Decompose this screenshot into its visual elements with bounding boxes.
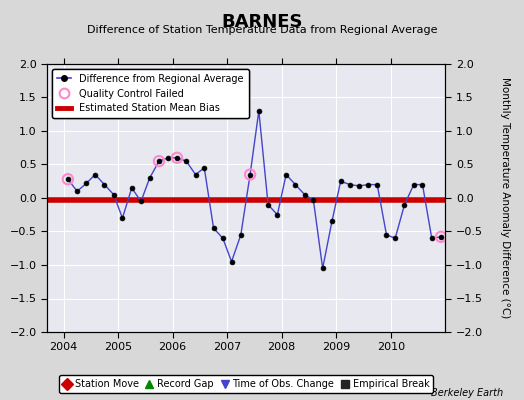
Legend: Station Move, Record Gap, Time of Obs. Change, Empirical Break: Station Move, Record Gap, Time of Obs. C… <box>59 375 433 393</box>
Text: Difference of Station Temperature Data from Regional Average: Difference of Station Temperature Data f… <box>87 25 437 35</box>
Point <box>173 154 181 161</box>
Point <box>64 176 72 182</box>
Point <box>155 158 163 164</box>
Text: BARNES: BARNES <box>221 13 303 31</box>
Text: Berkeley Earth: Berkeley Earth <box>431 388 503 398</box>
Legend: Difference from Regional Average, Quality Control Failed, Estimated Station Mean: Difference from Regional Average, Qualit… <box>52 69 248 118</box>
Y-axis label: Monthly Temperature Anomaly Difference (°C): Monthly Temperature Anomaly Difference (… <box>499 77 510 319</box>
Point <box>246 171 254 178</box>
Point <box>437 234 445 240</box>
